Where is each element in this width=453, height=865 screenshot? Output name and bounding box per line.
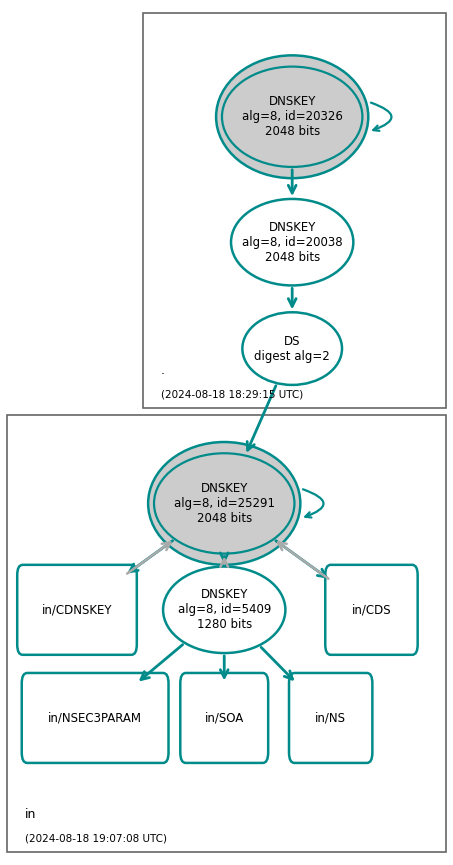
Text: in: in	[25, 808, 36, 821]
Text: (2024-08-18 18:29:15 UTC): (2024-08-18 18:29:15 UTC)	[161, 389, 303, 400]
Text: (2024-08-18 19:07:08 UTC): (2024-08-18 19:07:08 UTC)	[25, 833, 167, 843]
Ellipse shape	[231, 199, 353, 285]
FancyBboxPatch shape	[143, 13, 446, 408]
Ellipse shape	[154, 453, 294, 554]
FancyBboxPatch shape	[289, 673, 372, 763]
Text: in/CDS: in/CDS	[352, 603, 391, 617]
Ellipse shape	[222, 67, 362, 167]
Text: DS
digest alg=2: DS digest alg=2	[254, 335, 330, 362]
Text: DNSKEY
alg=8, id=25291
2048 bits: DNSKEY alg=8, id=25291 2048 bits	[174, 482, 275, 525]
Ellipse shape	[242, 312, 342, 385]
FancyBboxPatch shape	[17, 565, 137, 655]
Ellipse shape	[163, 567, 285, 653]
FancyBboxPatch shape	[7, 415, 446, 852]
Text: DNSKEY
alg=8, id=5409
1280 bits: DNSKEY alg=8, id=5409 1280 bits	[178, 588, 271, 631]
Text: in/NS: in/NS	[315, 711, 346, 725]
Text: DNSKEY
alg=8, id=20326
2048 bits: DNSKEY alg=8, id=20326 2048 bits	[242, 95, 342, 138]
Text: in/CDNSKEY: in/CDNSKEY	[42, 603, 112, 617]
Text: in/SOA: in/SOA	[205, 711, 244, 725]
Ellipse shape	[148, 442, 300, 565]
Ellipse shape	[216, 55, 368, 178]
FancyBboxPatch shape	[325, 565, 418, 655]
Text: in/NSEC3PARAM: in/NSEC3PARAM	[48, 711, 142, 725]
Text: DNSKEY
alg=8, id=20038
2048 bits: DNSKEY alg=8, id=20038 2048 bits	[242, 221, 342, 264]
FancyBboxPatch shape	[180, 673, 268, 763]
FancyBboxPatch shape	[22, 673, 169, 763]
Text: .: .	[161, 364, 165, 377]
